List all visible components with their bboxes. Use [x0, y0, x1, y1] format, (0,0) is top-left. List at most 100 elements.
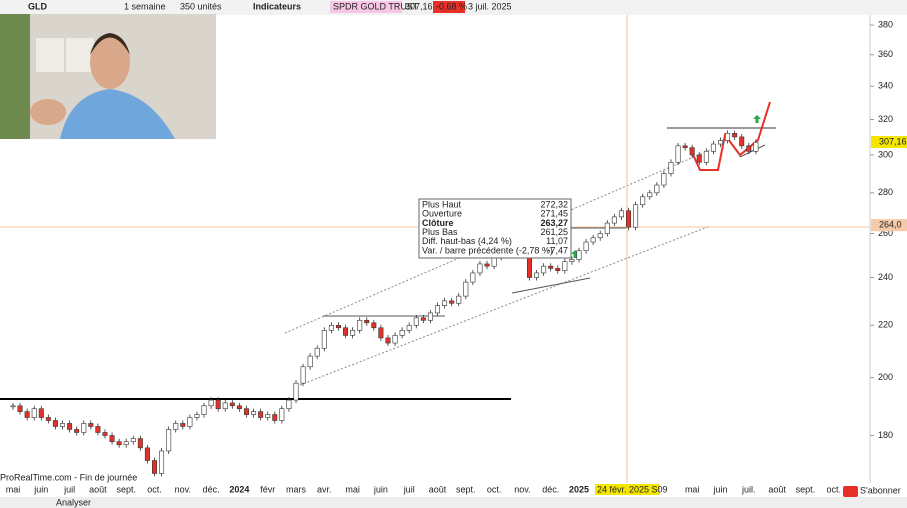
y-tick-label: 240 [878, 272, 893, 282]
tooltip-label: Var. / barre précédente (-2,78 %) [422, 245, 553, 255]
x-tick-label: sept. [116, 484, 136, 494]
x-tick-label: sept. [456, 484, 476, 494]
indicators[interactable]: Indicateurs [253, 1, 301, 11]
x-tick-label: nov. [175, 484, 191, 494]
subscribe[interactable]: S'abonner [860, 485, 901, 495]
last-price-label: 307,16 [879, 136, 907, 146]
candle [371, 322, 377, 329]
shirt [60, 89, 175, 139]
candle [654, 184, 660, 194]
instrument-box [330, 1, 402, 13]
candle [24, 411, 30, 418]
x-tick-label: 2025 [569, 484, 589, 494]
candle [717, 140, 723, 145]
tooltip-label: Plus Haut [422, 199, 462, 209]
candle [378, 327, 384, 339]
candle [52, 420, 58, 427]
candle [725, 133, 731, 141]
candle [696, 154, 702, 163]
x-tick-label: août [429, 484, 447, 494]
candle [130, 438, 136, 442]
candle [562, 261, 568, 271]
bottom-bar [0, 497, 907, 508]
candle [258, 411, 264, 418]
candle [541, 265, 547, 274]
candle [335, 324, 341, 329]
candle [442, 300, 448, 306]
analyse-button[interactable]: Analyser [56, 497, 91, 507]
candle [675, 145, 681, 163]
candle [640, 196, 646, 206]
candle [88, 423, 94, 427]
date: 3 juil. 2025 [468, 1, 512, 11]
candle [279, 408, 285, 421]
candle [265, 414, 271, 418]
candle [74, 429, 80, 433]
candle [243, 408, 249, 415]
tooltip-value: 263,27 [540, 218, 568, 228]
candle [194, 414, 200, 418]
y-tick-label: 380 [878, 19, 893, 29]
trend-line [511, 277, 591, 294]
candle [633, 204, 639, 228]
subscribe-icon[interactable] [843, 486, 858, 497]
tooltip-label: Clôture [422, 218, 454, 228]
candle [569, 259, 575, 263]
candle [95, 426, 101, 433]
tooltip-box [418, 198, 572, 259]
pattern-drawing [689, 101, 771, 171]
symbol[interactable]: GLD [28, 1, 47, 11]
y-tick-label: 320 [878, 114, 893, 124]
units[interactable]: 350 unités [180, 1, 222, 11]
candle [236, 405, 242, 410]
candle [293, 382, 299, 401]
candle [300, 366, 306, 384]
candle [576, 250, 582, 260]
candle [17, 405, 23, 412]
x-tick-label: sept. [796, 484, 816, 494]
frame [66, 38, 94, 72]
candle [703, 150, 709, 163]
candle [456, 295, 462, 304]
x-tick-label: oct. [487, 484, 502, 494]
tooltip-value: 261,25 [540, 227, 568, 237]
candle [746, 145, 752, 152]
period[interactable]: 1 semaine [124, 1, 166, 11]
candle [477, 263, 483, 274]
face [90, 35, 130, 89]
candle [350, 330, 356, 336]
candle [31, 408, 37, 418]
x-axis-band [0, 483, 907, 496]
candle [357, 320, 363, 331]
cursor-price-label: 264,0 [879, 220, 902, 230]
tooltip-label: Ouverture [422, 209, 462, 219]
candle [251, 411, 257, 415]
candle [123, 441, 129, 446]
candle [682, 145, 688, 148]
candle [67, 423, 73, 430]
x-tick-label: mai [345, 484, 360, 494]
candle [434, 305, 440, 314]
candle [201, 405, 207, 415]
tooltip-value: 11,07 [546, 236, 568, 246]
candle [463, 281, 469, 297]
x-tick-label: déc. [203, 484, 220, 494]
x-tick-label: juil [403, 484, 415, 494]
candle [144, 447, 150, 461]
candle [60, 423, 66, 427]
y-tick-label: 220 [878, 320, 893, 330]
candle [159, 450, 165, 474]
candle [286, 399, 292, 410]
tooltip-value: -7,47 [547, 245, 568, 255]
candle [413, 317, 419, 326]
y-tick-label: 300 [878, 149, 893, 159]
hair [90, 33, 130, 55]
candle [611, 216, 617, 224]
candle [618, 210, 624, 218]
candle [109, 435, 115, 442]
candle [10, 405, 16, 408]
candle [597, 233, 603, 239]
x-tick-label: avr. [317, 484, 332, 494]
candle [364, 320, 370, 324]
candle [647, 192, 653, 198]
